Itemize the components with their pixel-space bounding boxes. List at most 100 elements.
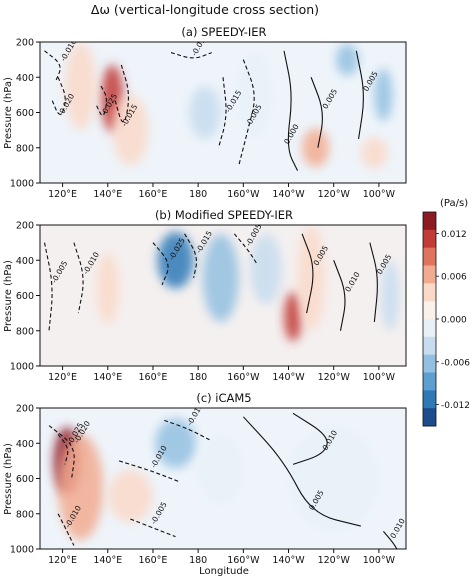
x-tick-label: 180 [189,555,207,566]
figure-title: Δω (vertical-longitude cross section) [91,2,319,17]
contour-line [164,419,210,441]
x-tick-label: 140°E [93,372,122,383]
shading-blob [335,43,359,76]
colorbar-segment [423,354,436,373]
y-tick-label: 600 [16,108,34,119]
shading-blob [288,425,379,532]
panel-a: (a) SPEEDY-IER -0.025-0.020 -0.015-0.010-… [10,25,407,200]
contour-line [95,85,107,116]
ylabel-c: Pressure (hPa) [3,443,14,515]
colorbar-segment [423,265,436,284]
colorbar-segment [423,247,436,266]
colorbar-segment [423,372,436,391]
colorbar: (Pa/s) 0.012 0.006 0.000 -0.006 -0.012 [422,198,470,427]
colorbar-tick-label: 0.012 [441,230,467,240]
shading-blob [374,68,393,122]
ylabel-b: Pressure (hPa) [3,260,14,332]
colorbar-segment [423,301,436,320]
colorbar-segment [423,212,436,231]
colorbar-segment [423,336,436,356]
y-tick-label: 600 [16,291,34,302]
contour-line [73,242,84,314]
y-tick-label: 400 [16,73,34,84]
colorbar-segment [423,229,436,249]
x-tick-label: 160°E [139,189,168,200]
x-tick-label: 120°E [48,189,77,200]
x-tick-label: 120°W [318,189,351,200]
shading-blob [189,86,221,139]
shading-blob [250,233,282,305]
contour-line [152,242,169,286]
x-tick-label: 100°W [363,372,396,383]
y-tick-label: 400 [16,439,34,450]
shading-blob [284,291,303,342]
contour-line [130,518,176,538]
y-tick-label: 1000 [10,179,34,190]
x-tick-label: 100°W [363,555,396,566]
shading-blob [96,253,120,324]
panel-b: (b) Modified SPEEDY-IER -0.025 -0.015-0.0… [10,208,407,383]
shading-layer [64,42,393,169]
y-tick-label: 800 [16,143,34,154]
shading-blob [198,434,244,505]
x-tick-label: 160°W [227,189,260,200]
contour-line [57,513,75,546]
colorbar-segment [423,390,436,409]
shading-blob [381,260,400,331]
y-tick-label: 600 [16,474,34,485]
shading-blob [112,94,149,166]
shading-layer [53,418,379,541]
colorbar-tick-label: 0.006 [441,273,467,283]
y-tick-label: 1000 [10,545,34,556]
colorbar-tick-label: -0.006 [441,358,470,368]
contour-line [184,233,198,278]
y-tick-label: 400 [16,256,34,267]
xlabel: Longitude [199,566,249,577]
y-tick-label: 200 [16,221,34,232]
y-tick-label: 800 [16,509,34,520]
contour-line [118,460,181,483]
contour-line [333,260,346,331]
shading-blob [297,225,325,331]
contour-line [242,416,361,527]
x-tick-label: 120°E [48,372,77,383]
x-tick-label: 160°W [227,372,260,383]
shading-blob [58,434,104,541]
panel-b-title: (b) Modified SPEEDY-IER [155,208,293,222]
shading-blob [157,232,194,289]
shading-blob [202,233,239,322]
shading-blob [302,128,330,168]
contour-line [301,233,314,314]
panel-a-title: (a) SPEEDY-IER [181,25,266,39]
colorbar-segment [423,319,436,338]
x-tick-label: 120°W [318,372,351,383]
contour-line [355,50,364,140]
contour-line [217,77,227,148]
x-tick-label: 160°E [139,555,168,566]
x-tick-label: 140°E [93,555,122,566]
colorbar-tick-label: -0.012 [441,401,470,411]
shading-blob [107,469,153,523]
y-tick-label: 1000 [10,362,34,373]
shading-blob [155,418,196,468]
contour-line [48,425,75,479]
colorbar-segment [423,408,436,427]
contour-line [44,50,61,81]
x-tick-label: 180 [189,189,207,200]
contour-line [43,242,53,331]
panel-c-title: (c) iCAM5 [196,391,251,405]
x-tick-label: 160°W [227,555,260,566]
contour-line [310,77,323,148]
x-tick-label: 140°W [272,189,305,200]
contour-line [283,50,299,171]
x-tick-label: 160°E [139,372,168,383]
contour-line [170,52,212,59]
contour-line [382,531,398,549]
y-tick-label: 200 [16,404,34,415]
contour-line [292,412,328,465]
y-tick-label: 200 [16,38,34,49]
x-tick-label: 140°E [93,189,122,200]
ylabel-a: Pressure (hPa) [3,77,14,149]
x-tick-label: 100°W [363,189,396,200]
contour-line [369,242,378,322]
